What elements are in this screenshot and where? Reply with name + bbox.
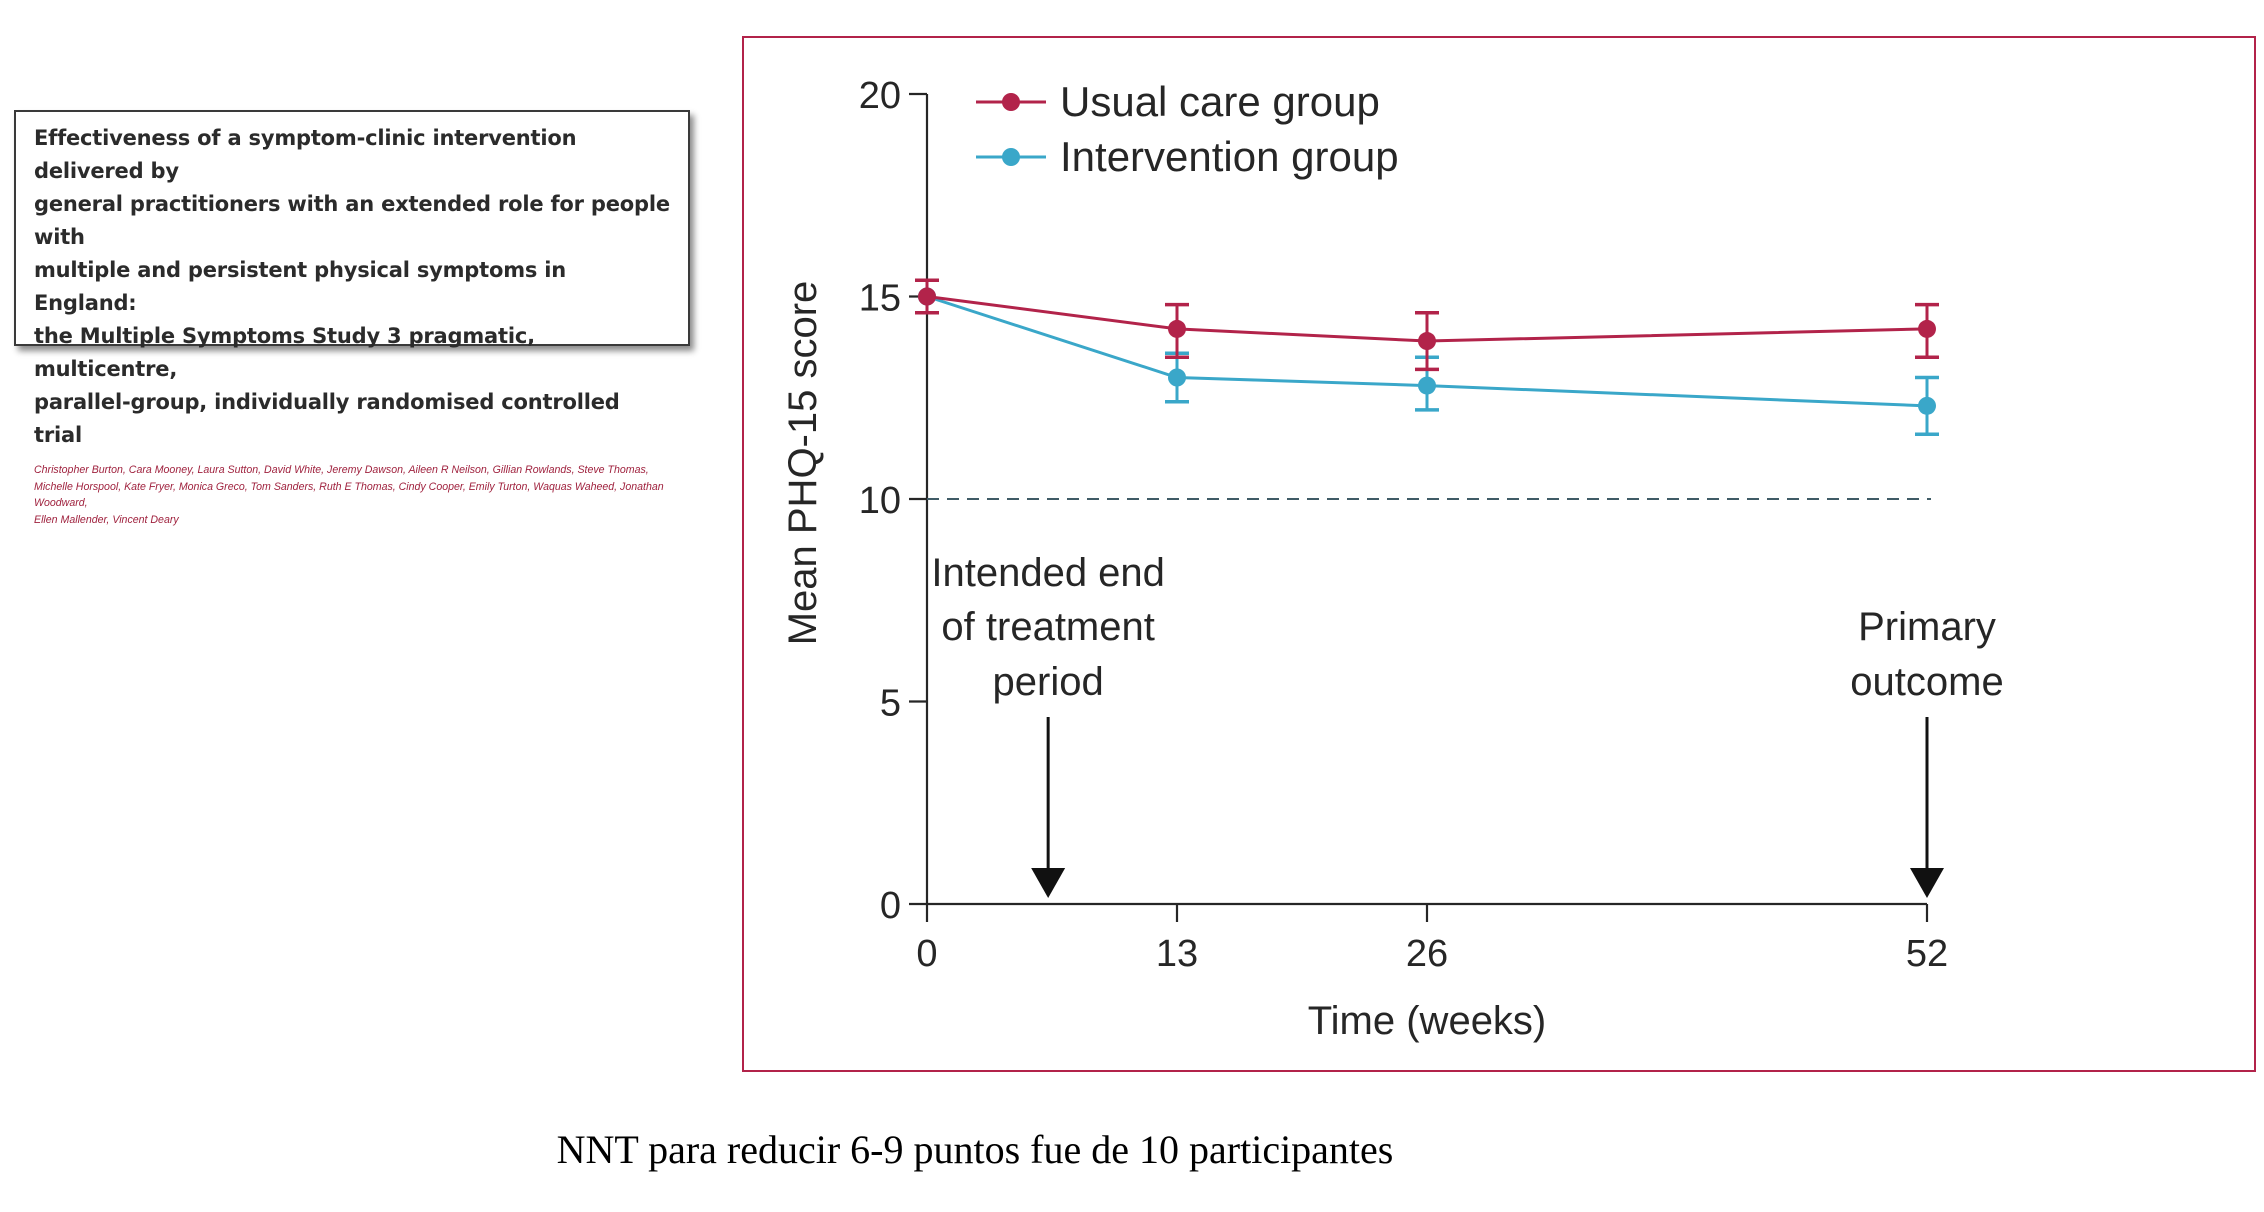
series-line	[926, 295, 1928, 408]
paper-title: Effectiveness of a symptom-clinic interv…	[34, 126, 670, 447]
x-tick-label: 0	[916, 933, 937, 975]
legend-label: Usual care group	[1060, 78, 1380, 125]
y-tick-label: 10	[859, 480, 901, 522]
annotation-arrow-head	[1031, 868, 1066, 898]
y-tick-label: 5	[880, 683, 901, 725]
footer-note: NNT para reducir 6-9 puntos fue de 10 pa…	[556, 1127, 1394, 1172]
paper-title-card: Effectiveness of a symptom-clinic interv…	[14, 110, 690, 526]
x-axis-label: Time (weeks)	[1308, 999, 1547, 1043]
y-axis-label: Mean PHQ-15 score	[781, 281, 825, 646]
annotation-label: of treatment	[941, 605, 1154, 649]
data-point	[1918, 319, 1936, 338]
chart-frame: 0 5 10 15 20 0 13 26 52 Time (weeks) Mean PHQ-15 s…	[742, 36, 2256, 1072]
data-point	[1168, 319, 1186, 338]
annotation-label: outcome	[1850, 660, 2003, 704]
legend-swatch-marker	[1002, 148, 1020, 166]
y-tick-label: 20	[859, 75, 901, 117]
data-point	[1918, 396, 1936, 415]
x-tick-label: 52	[1906, 933, 1948, 975]
y-tick-label: 15	[859, 278, 901, 320]
paper-authors: Christopher Burton, Cara Mooney, Laura S…	[34, 464, 664, 526]
legend-label: Intervention group	[1060, 133, 1399, 180]
data-point	[1168, 368, 1186, 387]
x-tick-label: 13	[1156, 933, 1198, 975]
annotation-arrow-head	[1910, 868, 1944, 898]
line-chart: 0 5 10 15 20 0 13 26 52 Time (weeks) Mean PHQ-15 s…	[781, 75, 2004, 1043]
data-point	[1418, 376, 1436, 395]
x-tick-label: 26	[1406, 933, 1448, 975]
data-point	[918, 287, 936, 306]
series-line	[926, 295, 1928, 343]
annotation-label: Primary	[1858, 605, 1996, 649]
y-tick-label: 0	[880, 885, 901, 927]
annotation-label: period	[993, 660, 1104, 704]
legend-swatch-marker	[1002, 93, 1020, 111]
data-point	[1418, 332, 1436, 351]
annotation-label: Intended end	[931, 551, 1165, 595]
